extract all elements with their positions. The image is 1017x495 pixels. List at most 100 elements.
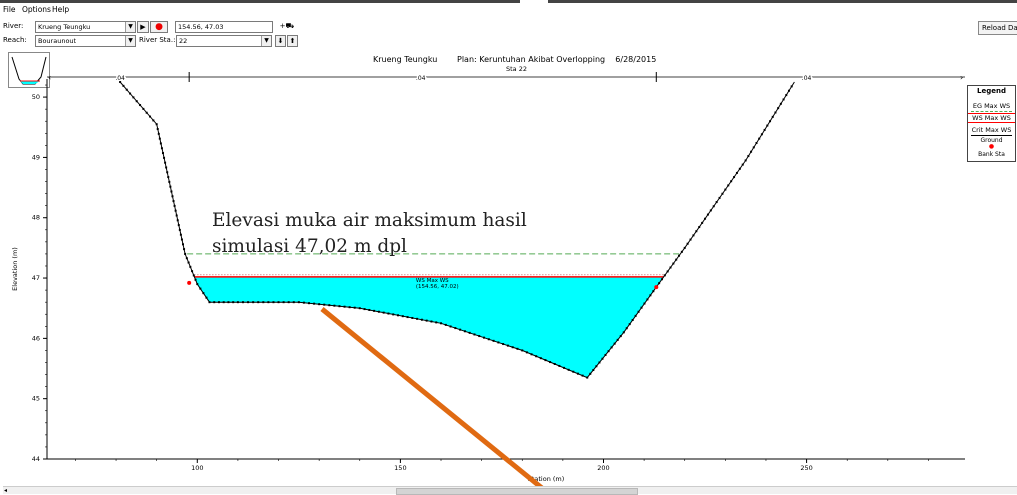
ground-point (727, 184, 730, 187)
reload-data-button[interactable]: Reload Da (978, 21, 1017, 35)
ground-point (177, 224, 180, 227)
ground-point (169, 185, 172, 188)
reach-select[interactable]: Bouraunout ▼ (35, 35, 136, 47)
ground-point (649, 294, 652, 297)
ground-point (252, 301, 255, 304)
river-label: River: (3, 22, 24, 30)
ground-point (430, 320, 433, 323)
ground-point (205, 296, 208, 299)
ground-point (213, 301, 216, 304)
ground-point (348, 306, 351, 309)
y-tick-label: 44 (32, 455, 40, 463)
ground-point (549, 361, 552, 364)
ground-point (158, 137, 161, 140)
ground-point (435, 321, 438, 324)
ground-point (721, 192, 724, 195)
ground-point (525, 351, 528, 354)
ground-point (129, 92, 132, 95)
ground-point (689, 238, 692, 241)
menu-file[interactable]: File (3, 5, 16, 14)
ground-point (232, 301, 235, 304)
ground-point (777, 107, 780, 110)
menu-options[interactable]: Options (22, 5, 51, 14)
ground-point (191, 270, 194, 273)
ground-point (160, 147, 163, 150)
ground-point (307, 302, 310, 305)
legend-bank-sta: Bank Sta (978, 151, 1005, 158)
ground-point (487, 338, 490, 341)
ground-point (592, 369, 595, 372)
ground-point (292, 301, 295, 304)
annotation-line-2: simulasi 47,02 m dpl (212, 236, 407, 257)
manning-arrow-right: › (960, 73, 963, 82)
ground-point (730, 180, 733, 183)
station-up-button[interactable]: ⬆ (287, 35, 298, 47)
y-tick-label: 50 (32, 93, 40, 101)
arrow-down-icon: ⬇ (277, 37, 284, 45)
legend-bank-marker: ● (988, 143, 995, 150)
manning-n-label: .04 (802, 75, 812, 82)
ground-point (598, 361, 601, 364)
ground-point (652, 290, 655, 293)
scroll-left-icon[interactable]: ◂ (4, 487, 8, 494)
ground-point (159, 142, 162, 145)
ground-point (185, 257, 188, 260)
ground-point (168, 180, 171, 183)
cross-section-thumbnail[interactable] (8, 52, 50, 88)
station-down-button[interactable]: ⬇ (275, 35, 286, 47)
ground-point (392, 313, 395, 316)
ground-point (787, 89, 790, 92)
ground-point (449, 325, 452, 328)
annotation-line-1: Elevasi muka air maksimum hasil (212, 210, 527, 231)
ground-point (401, 315, 404, 318)
ground-point (637, 310, 640, 313)
ground-point (701, 221, 704, 224)
ground-point (157, 132, 160, 135)
ground-point (125, 88, 128, 91)
ground-point (478, 335, 481, 338)
menu-help[interactable]: Help (52, 5, 70, 14)
ground-point (165, 166, 168, 169)
play-button[interactable]: ▶ (137, 21, 149, 33)
river-sta-select[interactable]: 22 ▼ (176, 35, 272, 47)
river-select[interactable]: Krueng Teungku ▼ (35, 21, 136, 33)
ground-point (241, 301, 244, 304)
ground-point (680, 250, 683, 253)
ground-point (576, 372, 579, 375)
ground-point (774, 111, 777, 114)
ground-point (741, 163, 744, 166)
ground-point (444, 323, 447, 326)
ground-point (595, 365, 598, 368)
ground-point (194, 278, 197, 281)
ground-point (282, 301, 285, 304)
y-tick-label: 48 (32, 214, 40, 222)
ground-point (142, 107, 145, 110)
x-tick-label: 250 (800, 464, 812, 472)
ground-point (178, 228, 181, 231)
ground-point (628, 323, 631, 326)
ground-point (323, 303, 326, 306)
ground-point (180, 238, 183, 241)
ground-point (567, 368, 570, 371)
add-icon: +⛟ (279, 22, 295, 30)
legend-eg-line (971, 111, 1012, 112)
ground-point (202, 292, 205, 295)
ground-point (521, 349, 524, 352)
ground-point (196, 283, 199, 286)
ground-point (227, 301, 230, 304)
scrollbar-thumb[interactable] (396, 488, 638, 495)
add-plot-button[interactable]: +⛟ (277, 21, 297, 31)
ground-point (640, 306, 643, 309)
ground-point (535, 355, 538, 358)
ground-point (199, 287, 202, 290)
ground-point (646, 298, 649, 301)
ground-point (397, 314, 399, 317)
legend-ground-line (971, 135, 1012, 136)
chevron-down-icon: ▼ (125, 36, 135, 46)
ground-point (634, 314, 637, 317)
ground-point (683, 246, 686, 249)
ground-point (175, 214, 178, 217)
ground-point (297, 301, 300, 304)
record-button[interactable]: ● (150, 21, 168, 33)
manning-arrow-left: ‹ (48, 73, 51, 82)
